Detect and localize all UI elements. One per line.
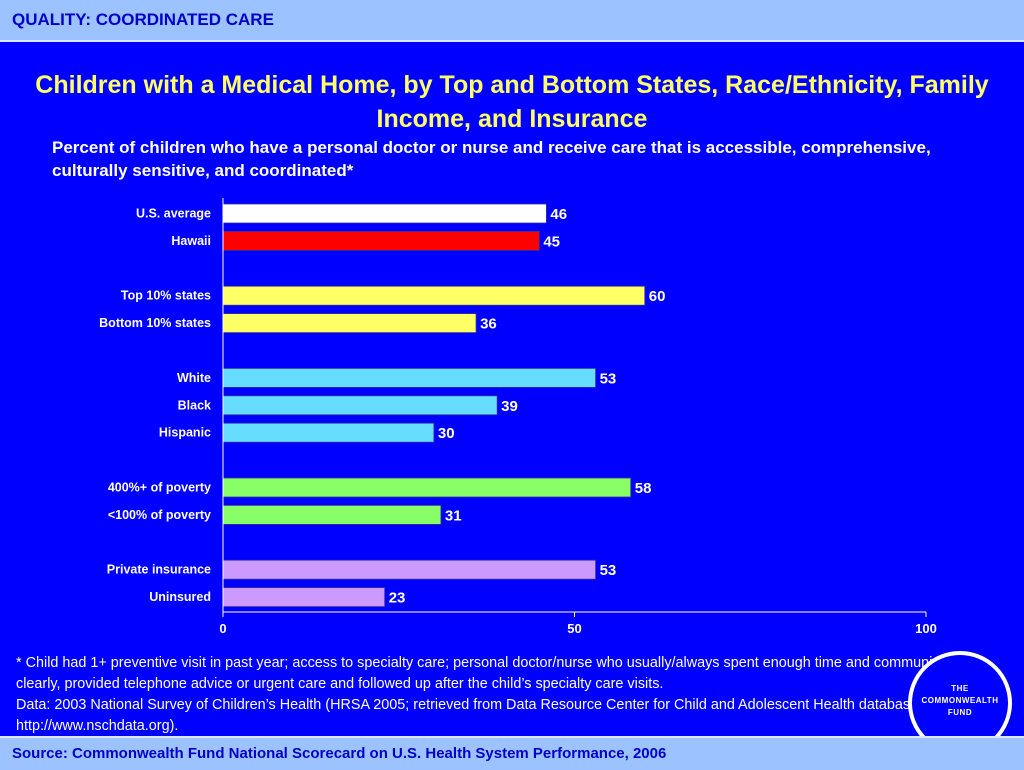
chart-title: Children with a Medical Home, by Top and…: [35, 71, 989, 133]
footnote-data-source: Data: 2003 National Survey of Children’s…: [16, 697, 935, 734]
data-label: 45: [543, 233, 560, 250]
bar: [222, 587, 386, 608]
data-label: 23: [389, 590, 406, 607]
bar: [222, 231, 540, 251]
category-label: Private insurance: [107, 563, 211, 577]
category-label: 400%+ of poverty: [108, 481, 211, 495]
data-label: 31: [445, 507, 462, 524]
bar: [222, 367, 596, 388]
data-label: 39: [501, 398, 518, 415]
data-label: 53: [600, 562, 617, 579]
source-label: Source: Commonwealth Fund National Score…: [12, 745, 667, 762]
logo-text: THE COMMONWEALTH FUND: [921, 684, 999, 717]
category-label: Hawaii: [171, 234, 211, 248]
data-label: 58: [635, 480, 652, 497]
category-label: Black: [178, 398, 211, 412]
bar: [222, 203, 547, 224]
category-label: Hispanic: [159, 426, 211, 440]
category-label: Bottom 10% states: [99, 316, 211, 330]
data-label: 36: [480, 316, 497, 333]
category-label: <100% of poverty: [108, 508, 211, 522]
data-label: 46: [550, 206, 567, 223]
x-tick-label: 100: [915, 621, 937, 636]
bar-chart: U.S. average 46 Hawaii 45 Top 10% states 60 Bo…: [99, 198, 937, 636]
category-label: Top 10% states: [121, 289, 211, 303]
x-tick-label: 0: [219, 621, 226, 636]
footnote-definition: * Child had 1+ preventive visit in past …: [16, 655, 968, 692]
bar: [222, 559, 596, 580]
x-tick-label: 50: [567, 621, 581, 636]
header-bar: QUALITY: COORDINATED CARE: [0, 0, 1024, 42]
bar: [222, 422, 435, 443]
data-label: 30: [438, 425, 455, 442]
footer-bar: Source: Commonwealth Fund National Score…: [0, 736, 1024, 770]
bar: [222, 395, 498, 416]
footnote: * Child had 1+ preventive visit in past …: [16, 653, 976, 737]
category-label: U.S. average: [136, 207, 211, 221]
bar: [222, 477, 632, 498]
bar: [222, 313, 477, 333]
bar: [222, 504, 442, 525]
chart-subtitle: Percent of children who have a personal …: [52, 138, 931, 180]
section-label: QUALITY: COORDINATED CARE: [12, 10, 274, 29]
data-label: 60: [649, 288, 666, 305]
category-label: White: [177, 371, 211, 385]
category-label: Uninsured: [149, 590, 211, 604]
data-label: 53: [600, 370, 617, 387]
bar: [222, 285, 646, 306]
